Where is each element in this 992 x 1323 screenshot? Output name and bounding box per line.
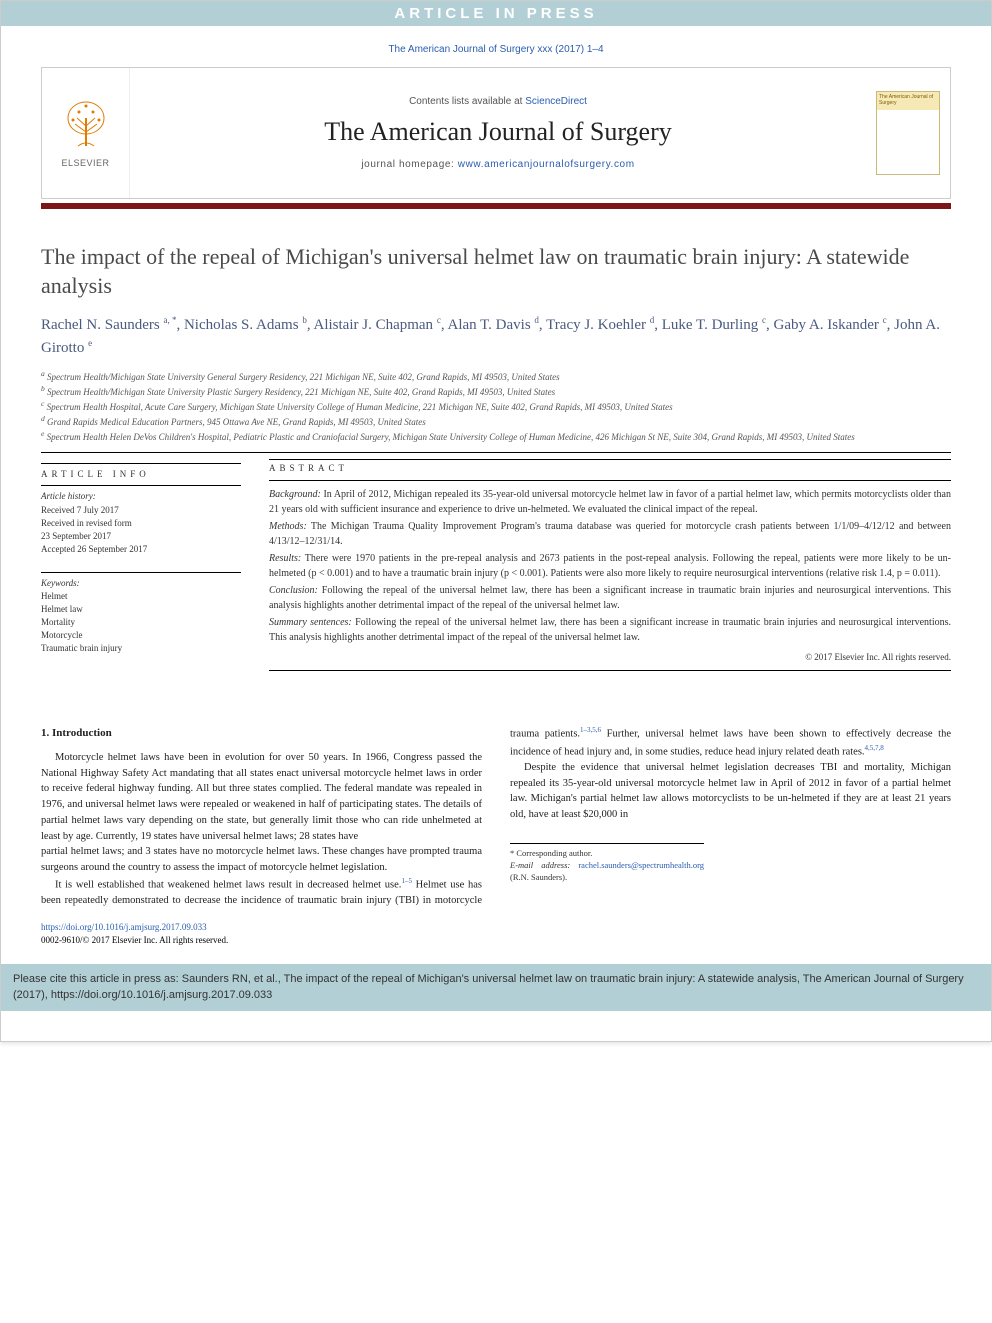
email-suffix: (R.N. Saunders).: [510, 872, 567, 882]
contents-prefix: Contents lists available at: [409, 96, 525, 107]
abstract-section: Conclusion: Following the repeal of the …: [269, 583, 951, 613]
journal-name: The American Journal of Surgery: [324, 117, 672, 147]
history-line: 23 September 2017: [41, 530, 241, 543]
keyword: Helmet: [41, 590, 241, 603]
elsevier-tree-icon: [61, 98, 111, 154]
affiliation-line: d Grand Rapids Medical Education Partner…: [41, 414, 951, 429]
keyword: Motorcycle: [41, 629, 241, 642]
abstract-section: Background: In April of 2012, Michigan r…: [269, 487, 951, 517]
maroon-divider: [41, 203, 951, 209]
affiliation-line: c Spectrum Health Hospital, Acute Care S…: [41, 399, 951, 414]
history-heading: Article history:: [41, 490, 241, 503]
affiliation-line: b Spectrum Health/Michigan State Univers…: [41, 384, 951, 399]
doi-block: https://doi.org/10.1016/j.amjsurg.2017.0…: [41, 921, 951, 946]
history-lines: Received 7 July 2017Received in revised …: [41, 504, 241, 556]
homepage-line: journal homepage: www.americanjournalofs…: [361, 159, 634, 170]
abstract-copyright: © 2017 Elsevier Inc. All rights reserved…: [269, 651, 951, 665]
publisher-label: ELSEVIER: [61, 158, 109, 168]
doi-link[interactable]: https://doi.org/10.1016/j.amjsurg.2017.0…: [41, 922, 207, 932]
cover-label: The American Journal of Surgery: [879, 94, 937, 106]
cover-image: The American Journal of Surgery: [876, 91, 940, 175]
cite-as-box: Please cite this article in press as: Sa…: [1, 964, 991, 1011]
article-title: The impact of the repeal of Michigan's u…: [41, 243, 951, 300]
homepage-prefix: journal homepage:: [361, 159, 457, 170]
history-line: Received in revised form: [41, 517, 241, 530]
body-paragraph: Despite the evidence that universal helm…: [510, 760, 951, 823]
corresponding-label: * Corresponding author.: [510, 848, 704, 860]
keyword: Helmet law: [41, 603, 241, 616]
email-label: E-mail address:: [510, 860, 570, 870]
keywords-heading: Keywords:: [41, 577, 241, 590]
journal-masthead: ELSEVIER Contents lists available at Sci…: [41, 67, 951, 199]
divider: [41, 452, 951, 453]
author-list: Rachel N. Saunders a, *, Nicholas S. Ada…: [41, 314, 951, 359]
cover-thumbnail: The American Journal of Surgery: [866, 68, 950, 198]
affiliation-line: a Spectrum Health/Michigan State Univers…: [41, 369, 951, 384]
history-line: Accepted 26 September 2017: [41, 543, 241, 556]
abstract-section: Summary sentences: Following the repeal …: [269, 615, 951, 645]
article-in-press-banner: ARTICLE IN PRESS: [1, 1, 991, 26]
abstract: ABSTRACT Background: In April of 2012, M…: [269, 459, 951, 677]
issn-copyright: 0002-9610/© 2017 Elsevier Inc. All right…: [41, 935, 228, 945]
abstract-section: Methods: The Michigan Trauma Quality Imp…: [269, 519, 951, 549]
abstract-section: Results: There were 1970 patients in the…: [269, 551, 951, 581]
corresponding-email-link[interactable]: rachel.saunders@spectrumhealth.org: [578, 860, 704, 870]
body-paragraph: partial helmet laws; and 3 states have n…: [41, 844, 482, 876]
section-heading-intro: 1. Introduction: [41, 725, 482, 742]
corresponding-author-footnote: * Corresponding author. E-mail address: …: [510, 843, 704, 884]
affiliation-line: e Spectrum Health Helen DeVos Children's…: [41, 429, 951, 444]
article-body: 1. Introduction Motorcycle helmet laws h…: [41, 725, 951, 909]
body-paragraph: Motorcycle helmet laws have been in evol…: [41, 750, 482, 845]
homepage-link[interactable]: www.americanjournalofsurgery.com: [458, 159, 635, 170]
article-info-heading: ARTICLE INFO: [41, 468, 241, 481]
history-line: Received 7 July 2017: [41, 504, 241, 517]
contents-line: Contents lists available at ScienceDirec…: [409, 96, 587, 107]
publisher-block: ELSEVIER: [42, 68, 130, 198]
affiliations: a Spectrum Health/Michigan State Univers…: [41, 369, 951, 444]
masthead-center: Contents lists available at ScienceDirec…: [130, 68, 866, 198]
keyword-lines: HelmetHelmet lawMortalityMotorcycleTraum…: [41, 590, 241, 655]
keyword: Mortality: [41, 616, 241, 629]
article-info-sidebar: ARTICLE INFO Article history: Received 7…: [41, 459, 241, 677]
sciencedirect-link[interactable]: ScienceDirect: [525, 96, 587, 107]
top-citation: The American Journal of Surgery xxx (201…: [41, 26, 951, 67]
banner-text: ARTICLE IN PRESS: [394, 5, 597, 22]
abstract-heading: ABSTRACT: [269, 462, 951, 476]
keyword: Traumatic brain injury: [41, 642, 241, 655]
